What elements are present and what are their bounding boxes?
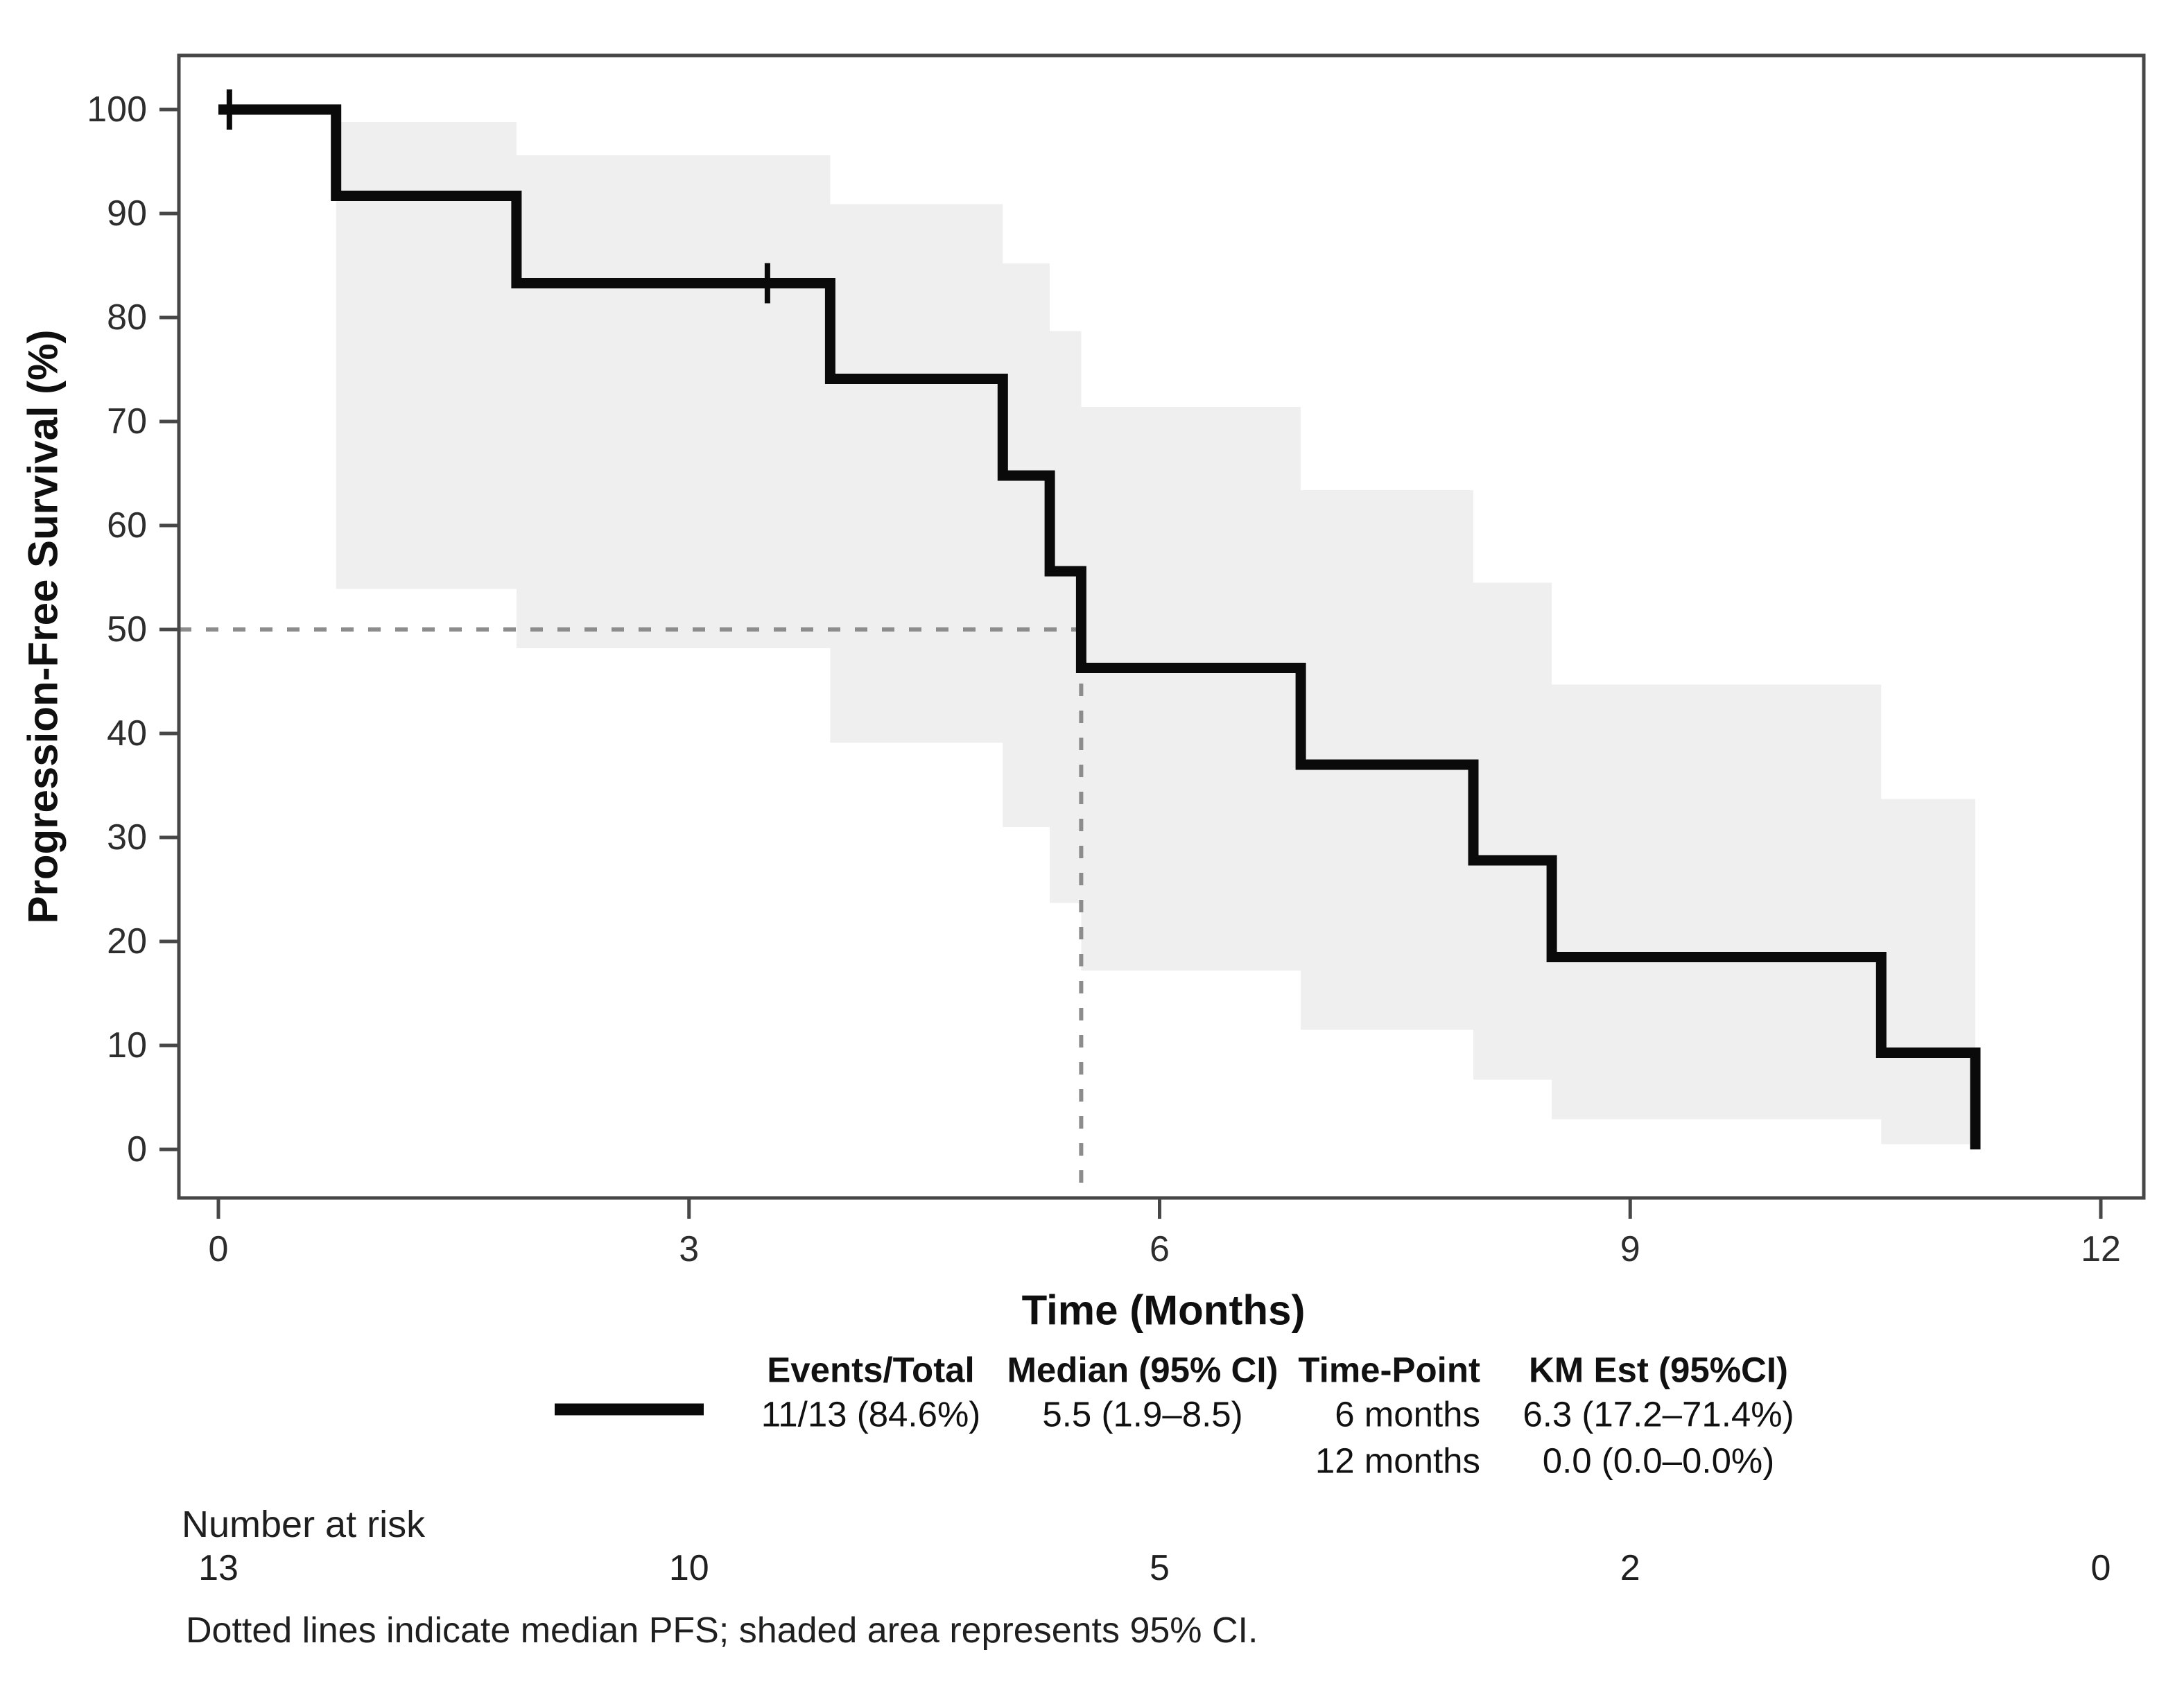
ci-band-area — [336, 122, 1976, 1145]
y-axis-tick-label: 20 — [107, 921, 147, 962]
y-axis-tick-label: 90 — [107, 193, 147, 234]
legend-header-time-point: Time-Point — [1298, 1350, 1480, 1390]
figure-footnote: Dotted lines indicate median PFS; shaded… — [186, 1610, 1258, 1651]
ci-band-group — [336, 122, 1976, 1145]
number-at-risk-counts: 13 10 5 2 0 — [198, 1548, 2111, 1588]
x-axis-ticks-group: 0 3 6 9 12 — [209, 1198, 2121, 1269]
y-axis-tick-label: 60 — [107, 505, 147, 546]
legend-value-timepoint-6mo: 6 months — [1335, 1395, 1480, 1434]
y-axis-tick-label: 100 — [87, 89, 147, 130]
km-curve-group — [218, 104, 1981, 1149]
x-axis-tick-label: 12 — [2081, 1229, 2121, 1269]
y-axis-ticks-group: 0 10 20 30 40 50 60 70 80 90 100 — [87, 89, 179, 1170]
number-at-risk-count: 13 — [198, 1548, 239, 1588]
y-axis-tick-label: 40 — [107, 713, 147, 754]
y-axis-tick-label: 30 — [107, 817, 147, 858]
y-axis-tick-label: 70 — [107, 401, 147, 442]
number-at-risk-count: 2 — [1620, 1548, 1640, 1588]
legend-header-events-total: Events/Total — [767, 1350, 974, 1390]
y-axis-tick-label: 50 — [107, 609, 147, 650]
number-at-risk-table: Number at risk 13 10 5 2 0 — [182, 1504, 2111, 1588]
y-axis-tick-label: 80 — [107, 297, 147, 338]
legend-value-timepoint-12mo: 12 months — [1315, 1441, 1480, 1481]
legend-table: Events/Total Median (95% CI) Time-Point … — [555, 1350, 1794, 1481]
x-axis-tick-label: 6 — [1150, 1229, 1170, 1269]
legend-value-km-est-12mo: 0.0 (0.0–0.0%) — [1543, 1441, 1775, 1481]
number-at-risk-count: 5 — [1150, 1548, 1170, 1588]
y-axis-tick-label: 10 — [107, 1025, 147, 1066]
x-axis-tick-label: 0 — [209, 1229, 229, 1269]
number-at-risk-count: 0 — [2091, 1548, 2111, 1588]
x-axis-tick-label: 9 — [1620, 1229, 1640, 1269]
legend-header-median-ci: Median (95% CI) — [1007, 1350, 1278, 1390]
number-at-risk-count: 10 — [669, 1548, 709, 1588]
y-axis-tick-label: 0 — [127, 1129, 147, 1170]
legend-header-km-est: KM Est (95%CI) — [1529, 1350, 1788, 1390]
number-at-risk-label: Number at risk — [182, 1504, 426, 1545]
km-step-curve — [218, 104, 1981, 1149]
x-axis-title: Time (Months) — [1022, 1287, 1306, 1334]
y-axis-title: Progression-Free Survival (%) — [20, 330, 67, 924]
legend-value-km-est-6mo: 6.3 (17.2–71.4%) — [1523, 1395, 1794, 1434]
x-axis-tick-label: 3 — [679, 1229, 699, 1269]
legend-value-median-ci: 5.5 (1.9–8.5) — [1042, 1395, 1242, 1434]
censor-marks-group — [226, 89, 770, 304]
legend-value-events-total: 11/13 (84.6%) — [761, 1395, 981, 1434]
